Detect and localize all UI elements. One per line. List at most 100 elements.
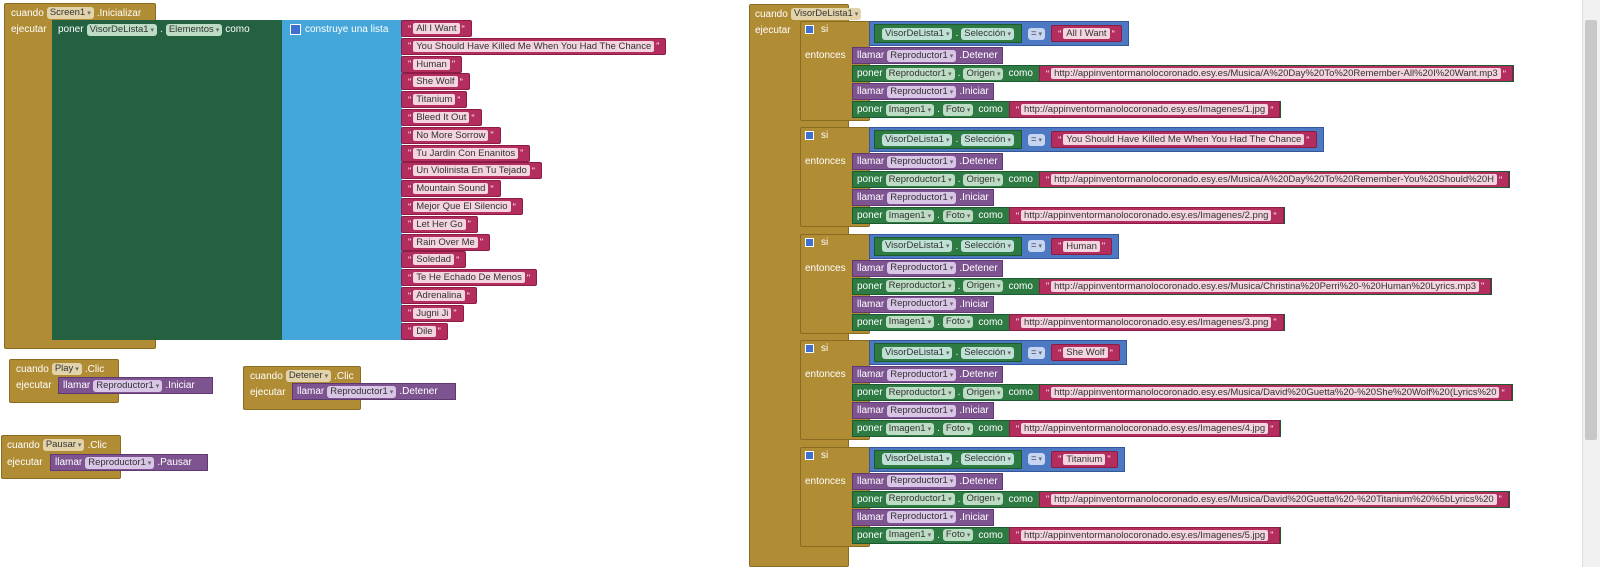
text-value[interactable]: Dile xyxy=(413,325,436,337)
selection-dropdown[interactable]: Selección ▾ xyxy=(961,453,1014,466)
source-dropdown[interactable]: Origen ▾ xyxy=(963,386,1004,399)
compare-block[interactable]: VisorDeLista1 ▾. Selección ▾ = ▾ " She Wolf " xyxy=(869,340,1127,366)
set-photo-block[interactable]: poner Imagen1 ▾. Foto ▾ como " http://appinvent… xyxy=(852,313,1285,331)
text-value[interactable]: http://appinventormanolocoronado.esy.es/… xyxy=(1021,104,1269,115)
selection-dropdown[interactable]: Selección ▾ xyxy=(961,133,1014,146)
call-pause-block[interactable]: llamar Reproductor1 ▾ .Pausar xyxy=(50,454,208,471)
listview-dropdown[interactable]: VisorDeLista1 ▾ xyxy=(882,133,953,146)
set-elements-block[interactable]: poner VisorDeLista1 ▾ . Elementos ▾ como xyxy=(52,20,282,340)
equals-dropdown[interactable]: = ▾ xyxy=(1027,346,1046,359)
set-source-block[interactable]: poner Reproductor1 ▾. Origen ▾ como " http://ap… xyxy=(852,65,1514,82)
list-item[interactable]: " Tu Jardin Con Enanitos " xyxy=(401,144,531,162)
compare-block[interactable]: VisorDeLista1 ▾. Selección ▾ = ▾ " Titanium " xyxy=(869,446,1125,472)
match-text-block[interactable]: " Titanium " xyxy=(1051,450,1118,468)
list-item[interactable]: " Soledad " xyxy=(401,251,467,269)
player-dropdown[interactable]: Reproductor1 ▾ xyxy=(887,49,957,62)
photo-dropdown[interactable]: Foto ▾ xyxy=(942,103,974,116)
call-stop-block[interactable]: llamar Reproductor1 ▾ .Detener xyxy=(852,472,1003,490)
text-block[interactable]: " Let Her Go " xyxy=(401,215,478,233)
text-value[interactable]: http://appinventormanolocoronado.esy.es/… xyxy=(1051,280,1480,292)
list-item[interactable]: " You Should Have Killed Me When You Had … xyxy=(401,37,667,55)
text-value[interactable]: Adrenalina xyxy=(413,290,465,301)
mutator-gear-icon[interactable] xyxy=(805,25,814,34)
player-dropdown[interactable]: Reproductor1 ▾ xyxy=(887,404,957,417)
call-start-block[interactable]: llamar Reproductor1 ▾ .Iniciar xyxy=(852,295,994,313)
text-block[interactable]: " Dile " xyxy=(401,322,448,340)
text-value[interactable]: All I Want xyxy=(1063,28,1110,39)
screen-dropdown[interactable]: Screen1 ▾ xyxy=(46,7,94,19)
player-dropdown[interactable]: Reproductor1 ▾ xyxy=(85,456,155,469)
image-dropdown[interactable]: Imagen1 ▾ xyxy=(885,422,935,435)
list-item[interactable]: " Dile " xyxy=(401,322,448,340)
selection-getter[interactable]: VisorDeLista1 ▾. Selección ▾ xyxy=(874,130,1022,150)
audio-url-text[interactable]: " http://appinventormanolocoronado.esy.es… xyxy=(1038,491,1509,507)
text-block[interactable]: " Adrenalina " xyxy=(401,287,477,304)
text-value[interactable]: She Wolf xyxy=(1063,347,1108,359)
list-item[interactable]: " Rain Over Me " xyxy=(401,233,491,251)
list-item[interactable]: " Bleed It Out " xyxy=(401,109,482,126)
text-value[interactable]: Mejor Que El Silencio xyxy=(413,201,511,212)
text-block[interactable]: " Mejor Que El Silencio " xyxy=(401,198,523,215)
text-block[interactable]: " Te He Echado De Menos " xyxy=(401,269,538,287)
call-stop-block[interactable]: llamar Reproductor1 ▾ .Detener xyxy=(852,153,1003,171)
text-value[interactable]: http://appinventormanolocoronado.esy.es/… xyxy=(1051,174,1498,186)
photo-dropdown[interactable]: Foto ▾ xyxy=(942,422,974,435)
player-dropdown[interactable]: Reproductor1 ▾ xyxy=(887,155,957,168)
player-dropdown[interactable]: Reproductor1 ▾ xyxy=(93,379,163,392)
player-dropdown[interactable]: Reproductor1 ▾ xyxy=(887,191,957,204)
player-dropdown[interactable]: Reproductor1 ▾ xyxy=(327,385,397,398)
list-item[interactable]: " Un Violinista En Tu Tejado " xyxy=(401,162,542,180)
call-stop-block[interactable]: llamar Reproductor1 ▾ .Detener xyxy=(852,259,1003,277)
text-value[interactable]: You Should Have Killed Me When You Had T… xyxy=(1063,134,1305,146)
list-item[interactable]: " Adrenalina " xyxy=(401,287,477,304)
image-url-text[interactable]: " http://appinventormanolocoronado.esy.es… xyxy=(1008,101,1281,118)
list-item[interactable]: " Mountain Sound " xyxy=(401,180,501,198)
set-photo-block[interactable]: poner Imagen1 ▾. Foto ▾ como " http://appinvent… xyxy=(852,420,1282,438)
text-block[interactable]: " Mountain Sound " xyxy=(401,180,501,198)
text-value[interactable]: http://appinventormanolocoronado.esy.es/… xyxy=(1021,423,1269,435)
call-stop-block[interactable]: llamar Reproductor1 ▾ .Detener xyxy=(852,47,1003,64)
set-photo-block[interactable]: poner Imagen1 ▾. Foto ▾ como " http://appinvent… xyxy=(852,207,1285,225)
player-dropdown[interactable]: Reproductor1 ▾ xyxy=(885,67,955,80)
image-url-text[interactable]: " http://appinventormanolocoronado.esy.es… xyxy=(1008,526,1281,544)
equals-dropdown[interactable]: = ▾ xyxy=(1027,240,1046,253)
mutator-gear-icon[interactable] xyxy=(805,344,814,354)
text-block[interactable]: " Rain Over Me " xyxy=(401,233,491,251)
player-dropdown[interactable]: Reproductor1 ▾ xyxy=(885,386,955,399)
source-dropdown[interactable]: Origen ▾ xyxy=(963,67,1004,80)
selection-dropdown[interactable]: Selección ▾ xyxy=(961,346,1014,359)
image-dropdown[interactable]: Imagen1 ▾ xyxy=(885,316,935,329)
text-value[interactable]: Jugni Ji xyxy=(413,307,452,319)
call-start-block[interactable]: llamar Reproductor1 ▾ .Iniciar xyxy=(852,83,994,100)
source-dropdown[interactable]: Origen ▾ xyxy=(963,493,1004,506)
text-value[interactable]: Un Violinista En Tu Tejado xyxy=(413,165,530,177)
property-dropdown[interactable]: Elementos ▾ xyxy=(165,23,223,36)
image-url-text[interactable]: " http://appinventormanolocoronado.esy.es… xyxy=(1008,420,1281,438)
call-start-block[interactable]: llamar Reproductor1 ▾ .Iniciar xyxy=(852,402,994,420)
text-value[interactable]: All I Want xyxy=(413,23,460,34)
text-block[interactable]: " No More Sorrow " xyxy=(401,126,501,144)
list-item[interactable]: " Te He Echado De Menos " xyxy=(401,269,538,287)
mutator-gear-icon[interactable] xyxy=(805,450,814,460)
player-dropdown[interactable]: Reproductor1 ▾ xyxy=(887,262,957,275)
text-value[interactable]: No More Sorrow xyxy=(413,129,489,141)
photo-dropdown[interactable]: Foto ▾ xyxy=(942,209,974,222)
photo-dropdown[interactable]: Foto ▾ xyxy=(942,316,974,329)
text-block[interactable]: " Un Violinista En Tu Tejado " xyxy=(401,162,542,180)
call-stop-block[interactable]: llamar Reproductor1 ▾ .Detener xyxy=(852,366,1003,384)
text-value[interactable]: http://appinventormanolocoronado.esy.es/… xyxy=(1051,387,1500,399)
if-block[interactable]: si entonces xyxy=(800,446,870,547)
player-dropdown[interactable]: Reproductor1 ▾ xyxy=(887,85,957,98)
mutator-gear-icon[interactable] xyxy=(805,131,814,141)
text-value[interactable]: Titanium xyxy=(1063,453,1106,465)
text-block[interactable]: " Human " xyxy=(401,55,463,73)
equals-dropdown[interactable]: = ▾ xyxy=(1027,133,1046,146)
text-value[interactable]: Human xyxy=(1063,240,1100,252)
selection-getter[interactable]: VisorDeLista1 ▾. Selección ▾ xyxy=(874,24,1022,43)
text-value[interactable]: http://appinventormanolocoronado.esy.es/… xyxy=(1021,529,1269,541)
selection-dropdown[interactable]: Selección ▾ xyxy=(961,27,1014,40)
text-block[interactable]: " Jugni Ji " xyxy=(401,304,464,322)
player-dropdown[interactable]: Reproductor1 ▾ xyxy=(887,511,957,524)
source-dropdown[interactable]: Origen ▾ xyxy=(963,280,1004,293)
audio-url-text[interactable]: " http://appinventormanolocoronado.esy.es… xyxy=(1038,172,1510,188)
